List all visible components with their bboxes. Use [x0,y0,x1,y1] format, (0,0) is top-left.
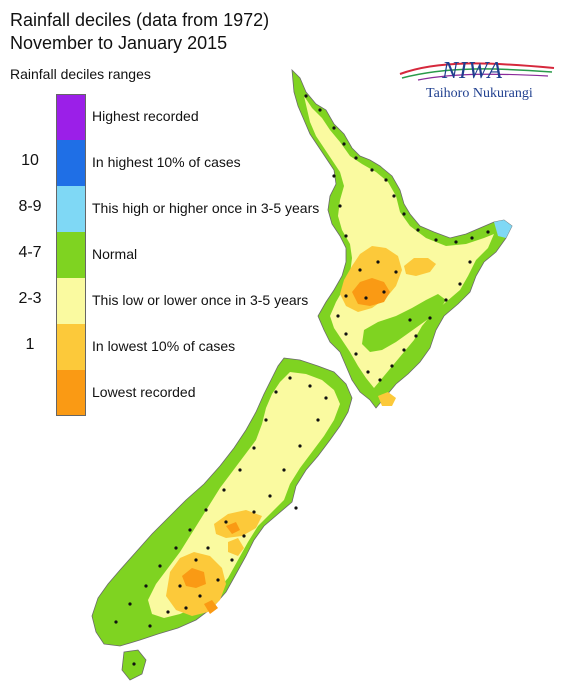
north-island-lowest-recorded [352,278,390,306]
legend-range: 1 [25,336,35,353]
legend-label: In lowest 10% of cases [92,338,236,354]
legend-item-lowest-recorded: Lowest recorded [0,370,340,416]
south-island-lowest-recorded-2 [204,600,218,614]
legend-heading: Rainfall deciles ranges [10,66,151,82]
niwa-logo: NIWA Taihoro Nukurangi [398,52,556,108]
legend-label: Highest recorded [92,108,199,124]
north-island-normal-band [362,294,446,352]
south-island-lowest-10pct-mid [214,510,262,538]
legend-range: 2-3 [18,290,42,307]
legend-item-lowest-10pct: 1 In lowest 10% of cases [0,324,340,370]
legend-item-low-3-5-years: 2-3 This low or lower once in 3-5 years [0,278,340,324]
north-island-lowest-10pct-east [404,258,436,276]
south-island-lowest-recorded [182,568,206,588]
legend-range: 4-7 [18,244,42,261]
legend-item-normal: 4-7 Normal [0,232,340,278]
legend-label: This low or lower once in 3-5 years [92,292,309,308]
legend-swatch [56,370,86,416]
south-island-lowest-recorded-3 [226,522,240,534]
stewart-island [121,649,147,681]
legend-swatch [56,94,86,140]
map-subtitle: November to January 2015 [10,33,228,53]
legend-swatch [56,140,86,186]
legend-swatch [56,186,86,232]
south-island-lowest-10pct [166,552,226,616]
north-island-lowest-10pct [340,246,402,312]
legend-swatch [56,278,86,324]
legend-swatch [56,232,86,278]
legend-swatch [56,324,86,370]
map-title: Rainfall deciles (data from 1972) [10,10,270,30]
logo-subtitle: Taihoro Nukurangi [426,86,533,101]
legend-label: Lowest recorded [92,384,196,400]
legend-item-highest-10pct: 10 In highest 10% of cases [0,140,340,186]
legend-label: Normal [92,246,138,262]
logo-swoosh-icon [399,62,555,81]
legend-label: This high or higher once in 3-5 years [92,200,320,216]
legend-range: 10 [21,152,39,169]
north-island-east-cape-wet [494,220,512,238]
north-island-lowest-10pct-south [378,392,396,406]
legend-item-highest-recorded: Highest recorded [0,94,340,140]
south-island-lowest-10pct-central [228,538,244,556]
legend-item-high-3-5-years: 8-9 This high or higher once in 3-5 year… [0,186,340,232]
legend-label: In highest 10% of cases [92,154,241,170]
legend-range: 8-9 [18,198,42,215]
logo-wordmark: NIWA [442,58,503,84]
